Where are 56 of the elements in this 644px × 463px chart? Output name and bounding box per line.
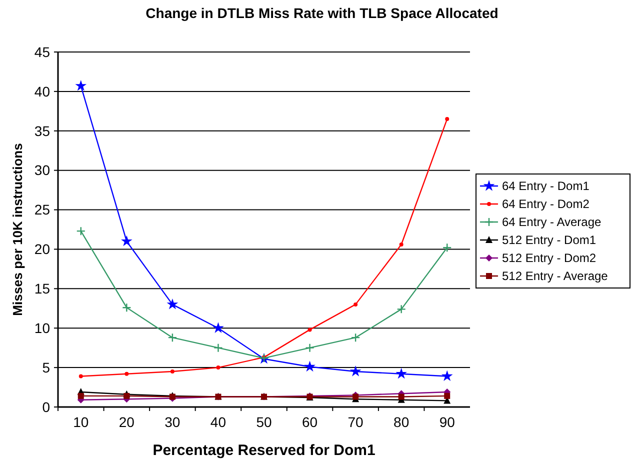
- point: [398, 394, 404, 400]
- y-tick-label: 35: [34, 122, 50, 139]
- point: [212, 322, 224, 333]
- x-tick-label: 40: [210, 414, 226, 430]
- y-tick-label: 10: [34, 320, 50, 336]
- point: [350, 366, 362, 376]
- x-axis-title: Percentage Reserved for Dom1: [152, 442, 376, 459]
- x-tick-label: 50: [256, 414, 272, 430]
- x-tick-label: 90: [439, 414, 456, 430]
- point: [124, 392, 130, 399]
- legend-label: 64 Entry - Dom1: [502, 179, 590, 194]
- chart-title: Change in DTLB Miss Rate with TLB Space Allocated: [146, 5, 498, 21]
- legend-label: 512 Entry - Dom1: [502, 233, 596, 248]
- y-axis-title: Misses per 10K instructions: [10, 143, 25, 316]
- y-tick-label: 30: [34, 162, 50, 178]
- y-tick-label: 45: [34, 44, 50, 60]
- point: [444, 392, 450, 399]
- x-tick-label: 10: [73, 414, 89, 430]
- point: [120, 235, 132, 246]
- point: [214, 343, 223, 352]
- point: [75, 80, 87, 91]
- point: [168, 332, 178, 342]
- point: [170, 370, 174, 374]
- x-tick-label: 20: [118, 414, 135, 430]
- point: [396, 304, 406, 314]
- point: [396, 368, 408, 379]
- point: [354, 302, 358, 306]
- y-tick-label: 20: [34, 241, 50, 258]
- y-tick-label: 5: [42, 359, 50, 376]
- legend-label: 64 Entry - Average: [502, 215, 602, 230]
- y-tick-label: 25: [34, 202, 50, 218]
- point: [122, 303, 132, 312]
- point: [166, 298, 178, 310]
- point: [441, 370, 453, 382]
- point: [124, 372, 129, 376]
- point: [308, 328, 312, 332]
- point: [78, 392, 84, 399]
- legend-label: 64 Entry - Dom2: [502, 197, 590, 212]
- x-tick-label: 30: [164, 414, 180, 430]
- point: [305, 343, 314, 352]
- legend-label: 512 Entry - Dom2: [502, 251, 596, 266]
- y-tick-label: 15: [34, 280, 50, 297]
- y-tick-label: 40: [34, 83, 50, 100]
- point: [399, 242, 404, 246]
- point: [445, 117, 450, 122]
- point: [442, 243, 452, 252]
- point: [76, 226, 86, 236]
- point: [78, 374, 83, 378]
- point: [216, 366, 220, 370]
- y-tick-label: 0: [42, 398, 50, 415]
- point: [350, 332, 360, 342]
- x-tick-label: 60: [302, 414, 318, 430]
- legend-label: 512 Entry - Average: [502, 269, 608, 284]
- point: [304, 360, 316, 372]
- x-tick-label: 70: [348, 414, 364, 430]
- x-tick-label: 80: [394, 414, 410, 430]
